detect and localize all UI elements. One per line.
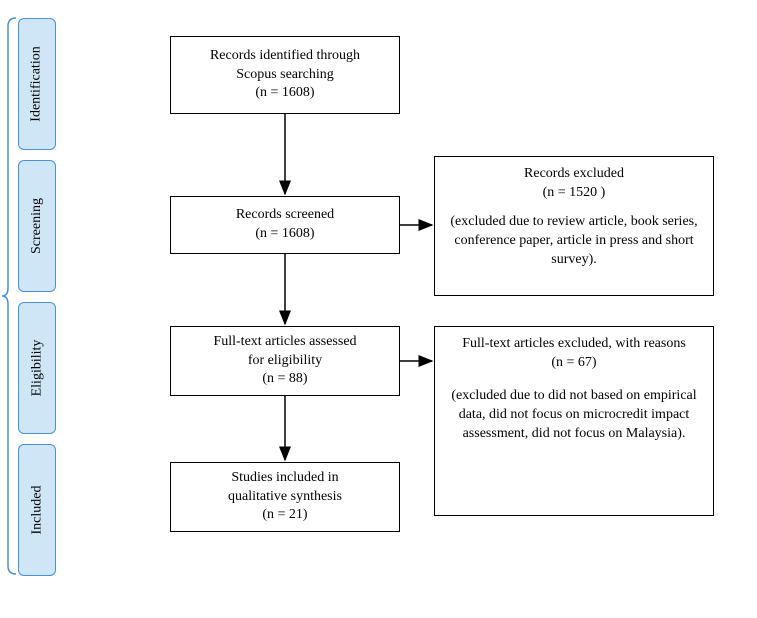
node-text: (n = 88) <box>213 370 356 389</box>
node-text: Full-text articles assessed <box>213 333 356 352</box>
stage-screening: Screening <box>18 160 56 292</box>
side-note-title: Full-text articles excluded, with reason… <box>445 335 703 354</box>
side-note-count: (n = 67) <box>445 354 703 373</box>
node-text: qualitative synthesis <box>228 488 342 507</box>
stage-label-eligibility: Eligibility <box>29 340 45 397</box>
stage-label-screening: Screening <box>29 198 45 254</box>
node-fulltext-assessed: Full-text articles assessed for eligibil… <box>170 326 400 396</box>
side-note-title: Records excluded <box>445 165 703 184</box>
node-records-identified: Records identified through Scopus search… <box>170 36 400 114</box>
node-records-excluded: Records excluded (n = 1520 ) (excluded d… <box>434 156 714 296</box>
node-text: Records screened <box>236 206 334 225</box>
node-text: (n = 21) <box>228 506 342 525</box>
node-studies-included: Studies included in qualitative synthesi… <box>170 462 400 532</box>
node-records-screened: Records screened (n = 1608) <box>170 196 400 254</box>
node-text: (n = 1608) <box>210 84 360 103</box>
side-note-detail: (excluded due to review article, book se… <box>445 213 703 270</box>
stage-label-included: Included <box>29 486 45 535</box>
node-text: (n = 1608) <box>236 225 334 244</box>
node-text: for eligibility <box>213 352 356 371</box>
node-text: Studies included in <box>228 469 342 488</box>
stage-identification: Identification <box>18 18 56 150</box>
node-text: Records identified through <box>210 47 360 66</box>
stage-eligibility: Eligibility <box>18 302 56 434</box>
node-text: Scopus searching <box>210 66 360 85</box>
stage-label-identification: Identification <box>29 46 45 121</box>
node-fulltext-excluded: Full-text articles excluded, with reason… <box>434 326 714 516</box>
flowchart-canvas: Identification Screening Eligibility Inc… <box>0 0 757 618</box>
side-note-detail: (excluded due to did not based on empiri… <box>445 387 703 444</box>
side-note-count: (n = 1520 ) <box>445 184 703 203</box>
stage-included: Included <box>18 444 56 576</box>
